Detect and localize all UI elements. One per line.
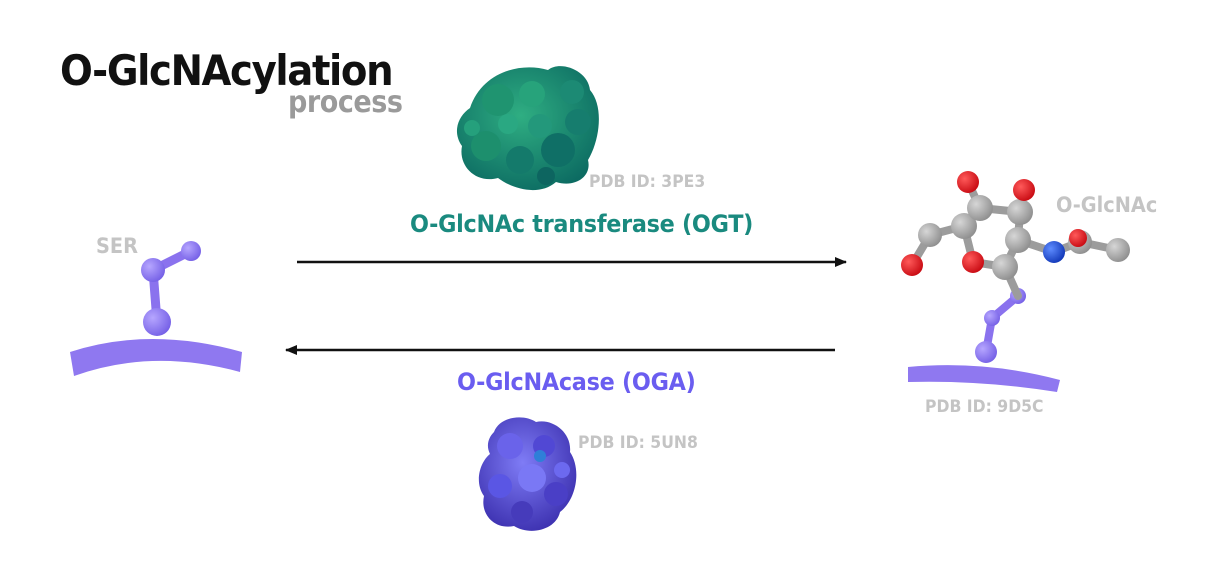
o-glcnac-label: O-GlcNAc (1056, 193, 1158, 217)
product-pdb-label: PDB ID: 9D5C (925, 397, 1044, 417)
diagram-subtitle: process (288, 85, 403, 120)
o-glcnac-molecule (901, 171, 1130, 392)
ogt-enzyme-label: O-GlcNAc transferase (OGT) (410, 210, 754, 238)
protein-backbone-left (70, 339, 242, 376)
diagram-title: O-GlcNAcylation (60, 46, 394, 95)
serine-label: SER (96, 234, 138, 258)
ogt-protein-structure (456, 66, 599, 191)
ogt-pdb-label: PDB ID: 3PE3 (589, 172, 706, 192)
serine-residue (70, 241, 242, 376)
protein-backbone-right (908, 365, 1060, 392)
oga-enzyme-label: O-GlcNAcase (OGA) (457, 368, 696, 396)
oga-protein-structure (478, 417, 577, 531)
oga-pdb-label: PDB ID: 5UN8 (578, 433, 698, 453)
